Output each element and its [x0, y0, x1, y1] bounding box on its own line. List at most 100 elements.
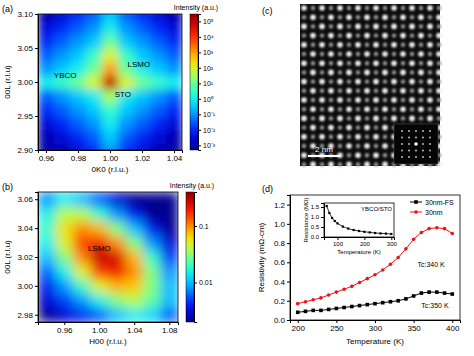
cell: [70, 143, 87, 150]
atom-column: [328, 51, 334, 57]
plot-frame: [324, 203, 394, 237]
annotation: STO: [115, 90, 131, 99]
cell: [54, 89, 71, 103]
cell: [70, 130, 87, 144]
cell: [161, 206, 179, 221]
fft-spot: [408, 143, 410, 145]
atom-column: [374, 15, 378, 19]
atom-column: [347, 61, 351, 65]
tick-mark: [35, 228, 38, 229]
x-axis: 200250300350400: [291, 320, 461, 333]
atom-column: [427, 79, 433, 85]
panel-label: (d): [262, 184, 273, 194]
atom-column: [337, 97, 343, 103]
marker: [443, 291, 447, 295]
atom-column: [428, 33, 432, 37]
atom-column: [301, 152, 307, 158]
marker: [358, 230, 360, 232]
marker: [412, 237, 416, 241]
cell: [86, 143, 103, 150]
atom-column: [392, 70, 396, 74]
marker: [358, 304, 362, 308]
y-axis: 0.00.51.01.5: [311, 204, 325, 241]
fft-spot: [408, 130, 410, 132]
tick: 0.6: [274, 258, 290, 267]
cell: [56, 235, 74, 250]
cell: [166, 89, 182, 103]
tick: 1.00: [92, 322, 108, 335]
atom-column: [338, 107, 342, 111]
atom-column: [382, 33, 388, 39]
cell: [143, 250, 161, 265]
tick: 250: [330, 320, 344, 333]
inset-background: [303, 201, 396, 258]
colorbar-gradient: [190, 14, 198, 150]
cell: [73, 192, 91, 207]
atom-column: [373, 60, 379, 66]
cell: [56, 221, 74, 236]
annotation: Tc:350 K: [421, 302, 449, 309]
tick-label: 250: [330, 324, 344, 333]
tick: 1.2: [274, 201, 290, 210]
cell: [166, 48, 182, 62]
atom-column: [436, 70, 442, 76]
cell: [150, 143, 167, 150]
tick: 400: [446, 320, 460, 333]
marker: [331, 217, 333, 219]
cell: [102, 102, 119, 116]
cell: [38, 143, 55, 150]
fft-spot: [429, 130, 431, 132]
tick-label: 10⁰: [203, 96, 214, 103]
plot-frame: [290, 195, 460, 320]
atom-column: [356, 52, 360, 56]
atom-column: [391, 5, 397, 11]
cell: [166, 130, 182, 144]
atom-column: [391, 60, 397, 66]
atom-column: [427, 42, 433, 48]
tick-label: 0.98: [71, 154, 87, 163]
tick: 1.04: [127, 322, 143, 335]
atom-column: [418, 70, 424, 76]
fft-spot: [422, 137, 424, 139]
atom-column: [382, 125, 388, 131]
marker: [342, 306, 346, 310]
atom-column: [374, 107, 378, 111]
atom-column: [409, 97, 415, 103]
cell: [161, 250, 179, 265]
atom-column: [310, 106, 316, 112]
tick-mark: [287, 320, 290, 321]
atom-column: [437, 116, 441, 120]
atom-column: [364, 125, 370, 131]
atom-column: [418, 106, 424, 112]
marker: [296, 302, 300, 306]
atom-column: [400, 88, 406, 94]
scale-bar-label: 2 nm: [315, 145, 333, 154]
atom-column: [328, 106, 334, 112]
atom-column: [310, 70, 316, 76]
atom-column: [356, 162, 360, 166]
cell: [56, 264, 74, 279]
tick: 2.98: [17, 311, 38, 320]
cell: [38, 206, 56, 221]
marker: [373, 302, 377, 306]
cell: [134, 21, 151, 35]
cell: [91, 264, 109, 279]
cell: [70, 21, 87, 35]
tick-mark: [391, 237, 392, 240]
marker: [381, 268, 385, 272]
marker: [327, 293, 331, 297]
cell: [161, 235, 179, 250]
tick: 3.05: [17, 44, 38, 53]
tick-label: 0.8: [274, 239, 286, 248]
cell: [166, 62, 182, 76]
atom-column: [365, 61, 369, 65]
cell: [150, 116, 167, 130]
atom-column: [382, 162, 388, 168]
tick-mark: [321, 217, 324, 218]
cell: [126, 235, 144, 250]
cell: [73, 308, 91, 322]
cell: [108, 308, 126, 322]
atom-column: [365, 153, 369, 157]
atom-column: [364, 106, 370, 112]
atom-column: [337, 24, 343, 30]
